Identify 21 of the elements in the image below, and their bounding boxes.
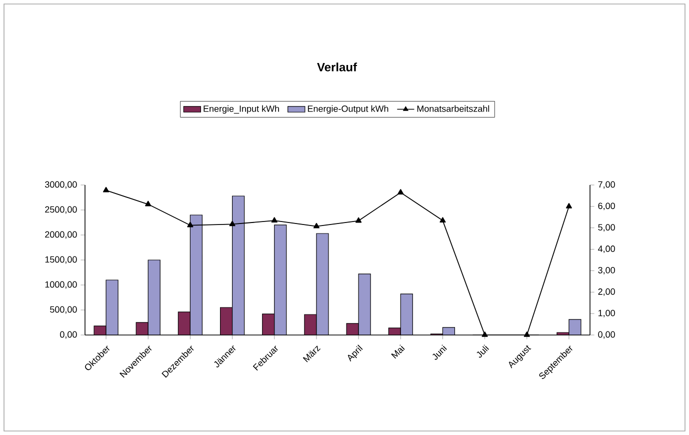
- y2-tick-label: 7,00: [598, 181, 615, 189]
- y-tick-label: 1500,00: [45, 256, 77, 264]
- y-tick-label: 0,00: [60, 331, 77, 339]
- y2-tick-label: 1,00: [598, 310, 615, 318]
- y-tick-label: 1000,00: [45, 281, 77, 289]
- x-tick-label: Mai: [391, 344, 405, 359]
- chart-title: Verlauf: [317, 62, 358, 72]
- legend-label: Monatsarbeitszahl: [417, 105, 490, 112]
- y-tick-label: 2000,00: [45, 231, 77, 239]
- legend-label: Energie_Input kWh: [204, 105, 279, 114]
- y2-tick-label: 2,00: [598, 288, 615, 296]
- y2-tick-label: 4,00: [598, 246, 615, 253]
- y2-tick-label: 3,00: [598, 266, 615, 274]
- y-tick-label: 2500,00: [45, 206, 77, 214]
- x-tick-label: Juli: [476, 344, 489, 358]
- y2-tick-label: 0,00: [598, 331, 615, 339]
- y2-tick-label: 6,00: [598, 202, 615, 210]
- y2-tick-label: 5,00: [598, 224, 615, 232]
- legend-label: Energie-Output kWh: [308, 105, 388, 114]
- y-tick-label: 3000,00: [45, 181, 77, 189]
- y-tick-label: 500,00: [50, 306, 77, 314]
